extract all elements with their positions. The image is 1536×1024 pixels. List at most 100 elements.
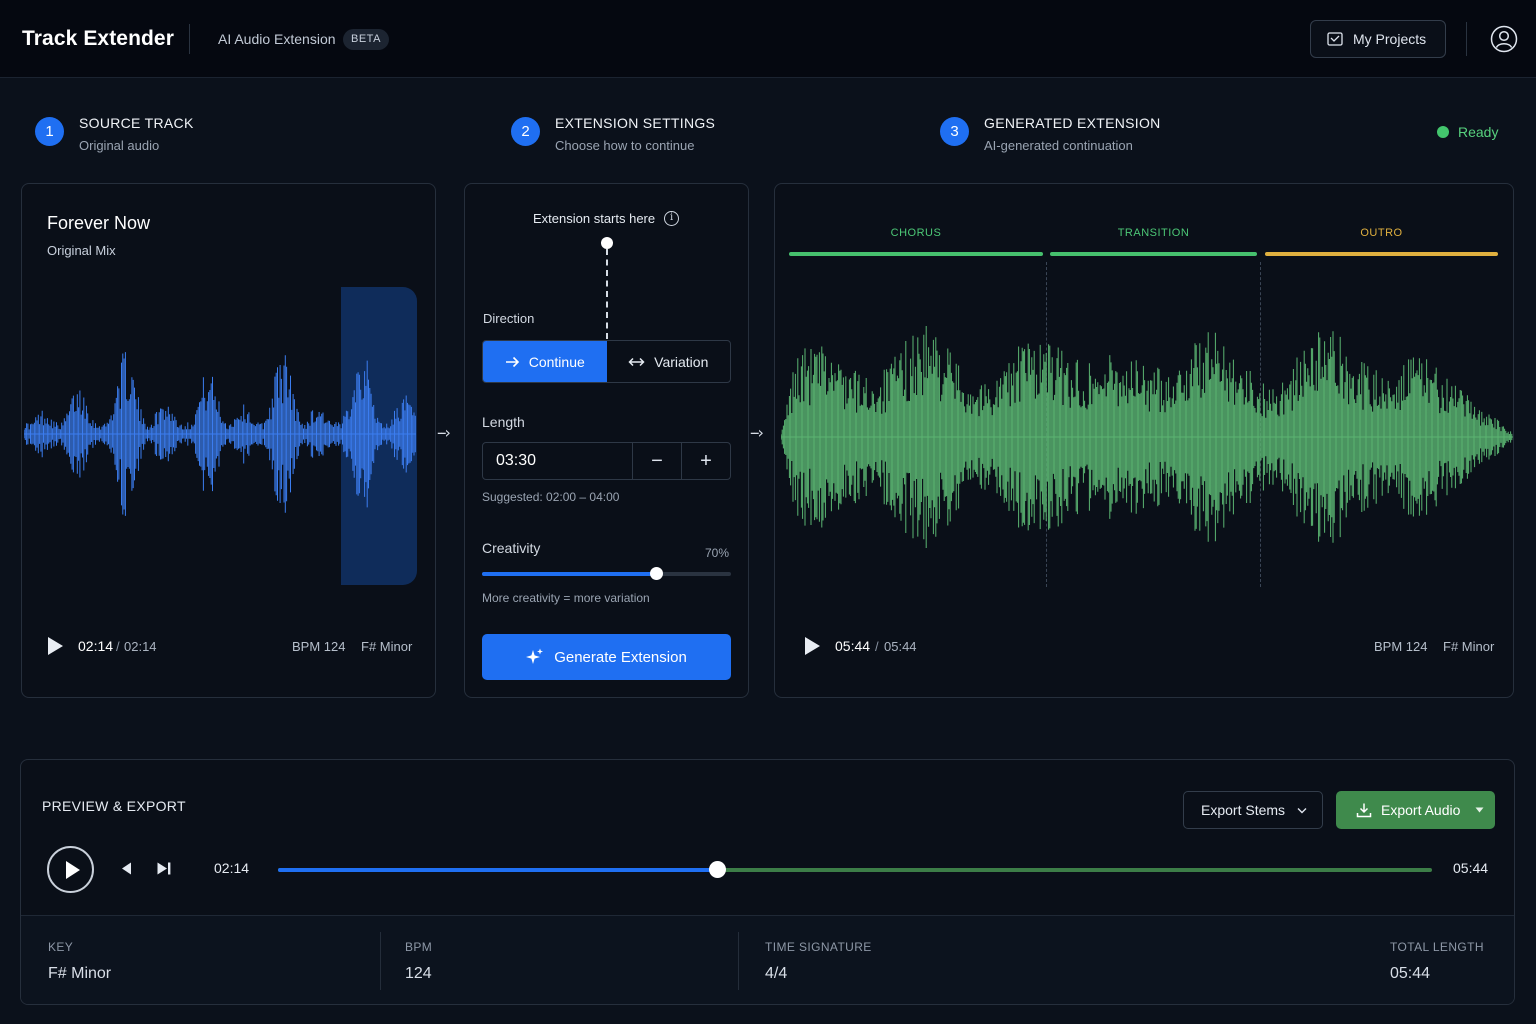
length-input[interactable]: 03:30 — [496, 452, 537, 469]
source-bpm: BPM 124 — [292, 639, 346, 654]
generated-time-separator: / — [875, 639, 879, 654]
play-icon — [66, 861, 80, 879]
export-stems-label: Export Stems — [1201, 802, 1286, 818]
info-total-length-label: TOTAL LENGTH — [1390, 940, 1484, 954]
preview-time-total: 05:44 — [1453, 860, 1489, 876]
chevron-down-icon — [1297, 807, 1307, 813]
creativity-hint: More creativity = more variation — [482, 591, 650, 605]
step-subtitle: Choose how to continue — [555, 138, 695, 153]
app-title: Track Extender — [22, 27, 174, 50]
generated-time-total: 05:44 — [884, 639, 917, 654]
extension-marker-line — [606, 249, 608, 339]
variation-label: Variation — [654, 353, 709, 370]
step-title: SOURCE TRACK — [79, 115, 194, 131]
export-stems-dropdown[interactable]: Export Stems — [1183, 791, 1323, 829]
status-label: Ready — [1458, 124, 1499, 140]
length-increase-button[interactable]: + — [681, 443, 730, 479]
info-time-signature-value: 4/4 — [765, 965, 788, 982]
direction-toggle: Continue Variation — [482, 340, 731, 383]
user-avatar-icon[interactable] — [1490, 25, 1518, 53]
info-bpm-label: BPM — [405, 940, 433, 954]
beta-badge: BETA — [343, 29, 389, 50]
flow-arrow-icon: --› — [750, 423, 764, 442]
segment-label-chorus: CHORUS — [890, 227, 942, 239]
preview-export-title: PREVIEW & EXPORT — [42, 798, 186, 814]
step-title: EXTENSION SETTINGS — [555, 115, 716, 131]
caret-down-icon[interactable] — [1475, 807, 1484, 813]
creativity-slider[interactable] — [482, 567, 731, 580]
source-time-separator: / — [116, 639, 120, 654]
continue-label: Continue — [528, 353, 585, 370]
track-info-row: KEY F# Minor BPM 124 TIME SIGNATURE 4/4 … — [21, 915, 1514, 1004]
app-header: Track Extender AI Audio Extension BETA M… — [0, 0, 1536, 78]
projects-icon — [1327, 32, 1343, 46]
step-number: 3 — [940, 117, 969, 146]
segment-label-transition: TRANSITION — [1117, 227, 1190, 239]
preview-export-panel: PREVIEW & EXPORT Export Stems Export Aud… — [20, 759, 1515, 1005]
arrows-horizontal-icon — [628, 357, 645, 366]
step-title: GENERATED EXTENSION — [984, 115, 1161, 131]
generated-bpm: BPM 124 — [1374, 639, 1428, 654]
segment-bar-chorus[interactable] — [789, 252, 1043, 256]
generated-extension-card: CHORUS TRANSITION OUTRO 05:44 / 05:44 BP… — [774, 183, 1514, 698]
segment-label-outro: OUTRO — [1360, 227, 1403, 239]
status-indicator: Ready — [1437, 124, 1498, 140]
segment-bar-outro[interactable] — [1265, 252, 1498, 256]
info-time-signature-label: TIME SIGNATURE — [765, 940, 872, 954]
download-icon — [1356, 803, 1372, 818]
generate-extension-label: Generate Extension — [554, 648, 687, 666]
extension-marker-handle[interactable] — [601, 237, 613, 249]
extension-settings-card: Extension starts here i Direction Contin… — [464, 183, 749, 698]
segment-bar-transition[interactable] — [1050, 252, 1257, 256]
generated-waveform[interactable] — [781, 287, 1513, 587]
variation-option[interactable]: Variation — [607, 341, 731, 382]
generated-key: F# Minor — [1443, 639, 1495, 654]
direction-label: Direction — [483, 311, 535, 326]
creativity-slider-fill — [482, 572, 657, 576]
generated-time-current: 05:44 — [835, 638, 871, 654]
step-number: 1 — [35, 117, 64, 146]
generated-play-icon[interactable] — [805, 637, 820, 655]
info-key-value: F# Minor — [48, 965, 112, 982]
track-subtitle: Original Mix — [47, 243, 116, 258]
source-key: F# Minor — [361, 639, 413, 654]
preview-progress-fill — [278, 868, 717, 872]
preview-progress-bar[interactable] — [278, 861, 1432, 878]
generate-extension-button[interactable]: Generate Extension — [482, 634, 731, 680]
source-play-icon[interactable] — [48, 637, 63, 655]
info-bpm-value: 124 — [405, 965, 432, 982]
arrow-right-icon — [505, 356, 519, 367]
skip-back-icon[interactable] — [119, 861, 133, 876]
header-divider-right — [1466, 22, 1467, 56]
my-projects-label: My Projects — [1353, 31, 1427, 47]
export-audio-button[interactable]: Export Audio — [1336, 791, 1495, 829]
extension-start-label: Extension starts here i — [533, 211, 680, 226]
track-title: Forever Now — [47, 213, 151, 233]
status-dot-icon — [1437, 126, 1449, 138]
source-waveform[interactable] — [24, 334, 416, 534]
info-icon[interactable]: i — [664, 211, 680, 226]
info-divider — [738, 932, 739, 990]
creativity-slider-thumb[interactable] — [650, 567, 664, 580]
source-time-total: 02:14 — [124, 639, 157, 654]
preview-time-current: 02:14 — [214, 860, 250, 876]
source-time-current: 02:14 — [78, 638, 114, 654]
app-subtitle: AI Audio Extension — [218, 31, 336, 47]
step-subtitle: Original audio — [79, 138, 160, 153]
step-number: 2 — [511, 117, 540, 146]
main-play-button[interactable] — [47, 846, 94, 893]
info-total-length-value: 05:44 — [1390, 965, 1431, 982]
header-divider — [189, 24, 190, 54]
continue-option[interactable]: Continue — [483, 341, 607, 382]
length-suggestion: Suggested: 02:00 – 04:00 — [482, 490, 620, 504]
skip-forward-icon[interactable] — [156, 861, 172, 876]
length-decrease-button[interactable]: − — [632, 443, 681, 479]
flow-arrow-icon: --› — [437, 423, 451, 442]
source-track-card: Forever Now Original Mix 02:14 / 02:14 B… — [21, 183, 436, 698]
preview-progress-thumb[interactable] — [708, 861, 726, 878]
creativity-label: Creativity — [482, 540, 541, 556]
info-key-label: KEY — [48, 940, 74, 954]
length-stepper: 03:30 − + — [482, 442, 731, 480]
my-projects-button[interactable]: My Projects — [1310, 20, 1446, 58]
info-divider — [380, 932, 381, 990]
